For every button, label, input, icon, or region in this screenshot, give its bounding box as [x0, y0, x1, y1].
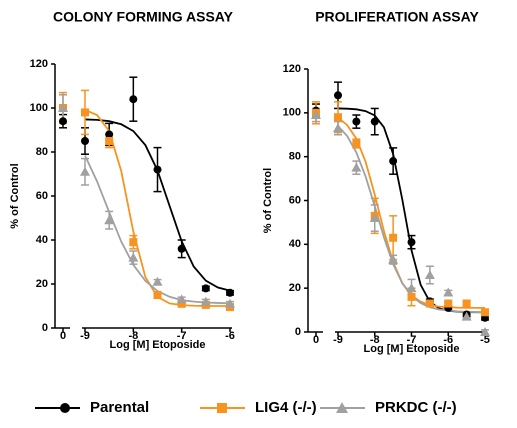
- marker: [128, 252, 139, 262]
- legend-label: PRKDC (-/-): [375, 399, 457, 416]
- marker: [177, 299, 186, 308]
- y-tick-label: 40: [36, 234, 48, 246]
- x-axis-label: Log [M] Etoposide: [364, 343, 460, 355]
- marker: [443, 287, 454, 297]
- marker: [225, 298, 235, 308]
- marker: [201, 284, 210, 293]
- marker: [226, 288, 234, 297]
- x-tick-label: -8: [370, 334, 380, 346]
- marker: [176, 294, 187, 304]
- y-tick-label: 20: [289, 282, 301, 294]
- marker: [389, 233, 398, 242]
- y-tick-label: 100: [30, 102, 48, 114]
- marker: [105, 137, 114, 145]
- marker: [407, 292, 416, 301]
- marker: [81, 137, 89, 145]
- x-tick-label: -6: [443, 334, 453, 346]
- x-axis-label: Log [M] Etoposide: [110, 339, 206, 351]
- marker: [58, 103, 68, 112]
- y-tick-label: 20: [36, 278, 48, 290]
- x-tick-label: -5: [480, 334, 490, 346]
- marker: [352, 139, 361, 148]
- marker: [480, 327, 490, 336]
- marker: [105, 130, 114, 139]
- y-axis-label: % of Control: [262, 168, 274, 233]
- y-tick-label: 120: [30, 58, 48, 70]
- marker: [80, 166, 90, 176]
- marker: [333, 123, 343, 133]
- marker: [351, 162, 362, 172]
- marker: [352, 117, 361, 126]
- chart: PROLIFERATION ASSAY % of Control Log [M] E…: [262, 9, 490, 355]
- marker: [129, 238, 138, 247]
- x-tick-label: 0: [60, 330, 66, 342]
- x-tick-label: -6: [225, 330, 235, 342]
- x-tick-label: 0: [313, 334, 319, 346]
- marker: [153, 165, 162, 174]
- y-axis-label: % of Control: [9, 163, 21, 228]
- legend-marker: [217, 403, 227, 413]
- chart-title: PROLIFERATION ASSAY: [315, 9, 479, 25]
- marker: [461, 311, 472, 321]
- marker: [334, 91, 342, 100]
- marker: [388, 254, 399, 264]
- marker: [200, 296, 211, 306]
- marker: [104, 215, 115, 225]
- legend-marker: [60, 403, 70, 413]
- y-tick-label: 0: [295, 326, 301, 338]
- marker: [59, 117, 67, 126]
- y-tick-label: 80: [289, 151, 301, 163]
- marker: [311, 110, 321, 120]
- legend-label: Parental: [90, 399, 149, 416]
- y-tick-label: 60: [36, 190, 48, 202]
- marker: [334, 113, 342, 122]
- y-tick-label: 60: [289, 194, 301, 206]
- chart: COLONY FORMING ASSAY % of Control Log [M] …: [9, 9, 235, 351]
- y-tick-label: 80: [36, 146, 48, 158]
- marker: [481, 308, 489, 317]
- marker: [153, 291, 162, 299]
- marker: [424, 270, 435, 280]
- x-tick-label: -7: [407, 334, 417, 346]
- x-tick-label: -7: [177, 330, 187, 342]
- marker: [389, 157, 398, 166]
- marker: [129, 95, 138, 104]
- marker: [444, 299, 453, 308]
- x-tick-label: -9: [80, 330, 90, 342]
- legend-label: LIG4 (-/-): [255, 399, 317, 416]
- legend-marker: [336, 402, 348, 413]
- marker: [369, 213, 380, 223]
- y-tick-label: 100: [283, 107, 301, 119]
- legend: Parental LIG4 (-/-) PRKDC (-/-): [35, 399, 457, 416]
- y-tick-label: 0: [42, 322, 48, 334]
- x-tick-label: -8: [128, 330, 138, 342]
- marker: [406, 283, 417, 293]
- y-tick-label: 40: [289, 238, 301, 250]
- marker: [462, 299, 471, 308]
- marker: [177, 244, 186, 253]
- marker: [425, 299, 434, 308]
- y-tick-label: 120: [283, 63, 301, 75]
- marker: [407, 238, 416, 247]
- chart-title: COLONY FORMING ASSAY: [53, 9, 234, 25]
- marker: [370, 117, 379, 126]
- marker: [81, 108, 89, 117]
- marker: [152, 276, 163, 286]
- x-tick-label: -9: [333, 334, 343, 346]
